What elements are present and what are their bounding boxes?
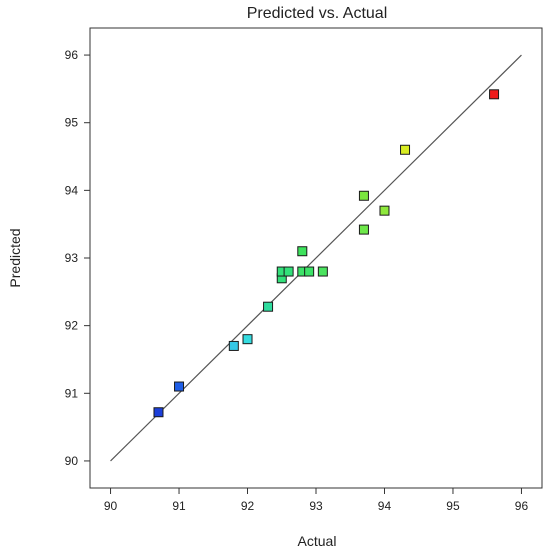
x-tick-label: 96	[515, 499, 529, 513]
x-tick-label: 95	[446, 499, 460, 513]
data-point	[283, 266, 294, 277]
reference-line	[110, 54, 522, 462]
x-axis-title: Actual	[298, 533, 337, 549]
data-point	[358, 224, 369, 235]
y-tick-label: 92	[65, 319, 79, 333]
chart-title: Predicted vs. Actual	[247, 5, 388, 22]
x-tick-label: 91	[172, 499, 186, 513]
y-tick-label: 90	[65, 454, 79, 468]
data-point	[400, 144, 411, 155]
data-point	[317, 266, 328, 277]
data-point	[489, 89, 500, 100]
x-tick-label: 94	[378, 499, 392, 513]
y-axis-title: Predicted	[7, 228, 23, 287]
y-axis-ticks: 90 91 92 93 94 95 96	[65, 48, 90, 468]
x-tick-label: 93	[309, 499, 323, 513]
data-point	[153, 407, 164, 418]
y-tick-label: 91	[65, 386, 79, 400]
data-point	[304, 266, 315, 277]
y-tick-label: 96	[65, 48, 79, 62]
data-point	[174, 381, 185, 392]
data-point	[228, 340, 239, 351]
data-point	[242, 334, 253, 345]
y-tick-label: 95	[65, 116, 79, 130]
x-tick-label: 90	[104, 499, 118, 513]
data-point	[379, 205, 390, 216]
reference-line-group	[110, 54, 522, 462]
data-points-group	[153, 89, 500, 418]
data-point	[263, 301, 274, 312]
data-point	[297, 246, 308, 257]
y-tick-label: 94	[65, 183, 79, 197]
x-axis-ticks: 90 91 92 93 94 95 96	[104, 488, 529, 513]
data-point	[358, 190, 369, 201]
x-tick-label: 92	[241, 499, 255, 513]
y-tick-label: 93	[65, 251, 79, 265]
